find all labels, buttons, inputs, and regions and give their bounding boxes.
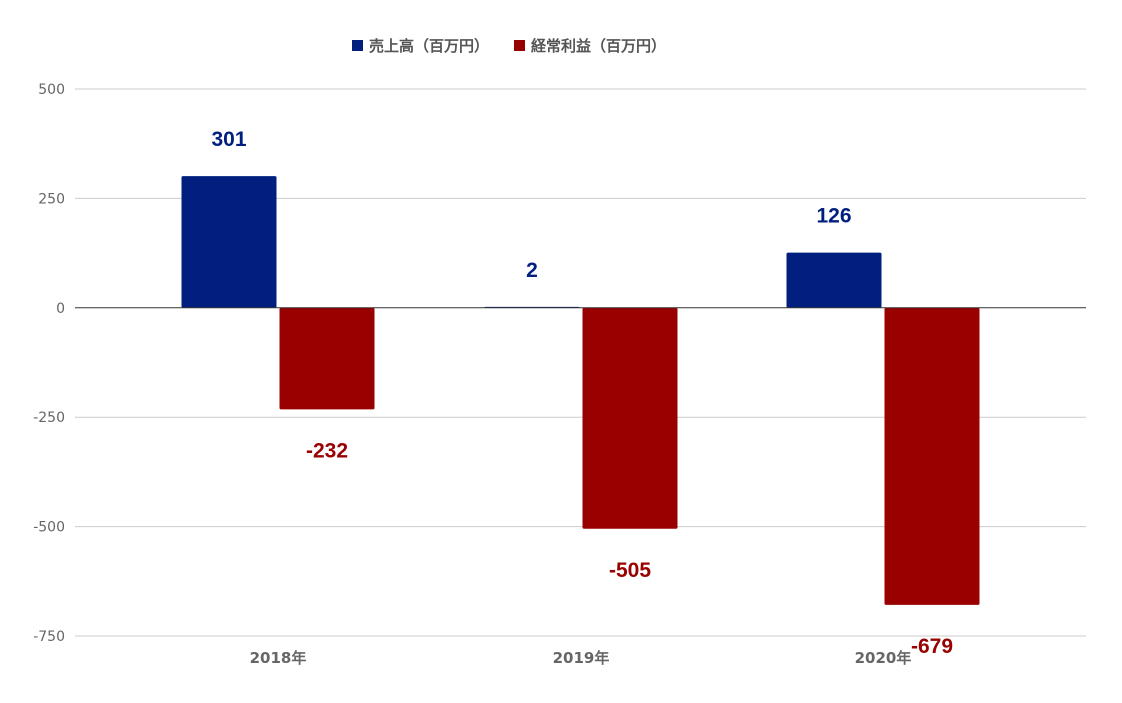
x-category-label: 2020年: [855, 649, 912, 667]
legend-label-sales: 売上高（百万円）: [369, 37, 489, 55]
bars: [181, 176, 980, 605]
bar-ordinary-profit: [582, 307, 678, 529]
data-label: 301: [211, 128, 246, 151]
data-label: -679: [911, 635, 953, 658]
y-tick-label: -750: [33, 629, 65, 645]
legend-swatch-ordinary-profit: [514, 40, 525, 51]
data-label: -505: [609, 559, 651, 582]
y-tick-label: 500: [38, 82, 65, 98]
legend-swatch-sales: [352, 40, 363, 51]
bar-sales: [786, 252, 882, 308]
y-axis-labels: 500 250 0 -250 -500 -750: [33, 82, 65, 645]
bar-sales: [181, 176, 277, 308]
y-tick-label: 0: [56, 301, 65, 317]
data-label: 126: [816, 205, 851, 228]
data-labels: 301 -232 2 -505 126 -679: [211, 128, 953, 658]
data-label: -232: [306, 439, 348, 462]
y-tick-label: -500: [33, 520, 65, 536]
x-category-label: 2018年: [250, 649, 307, 667]
legend-label-ordinary-profit: 経常利益（百万円）: [531, 37, 666, 55]
data-label: 2: [526, 259, 538, 282]
y-tick-label: 250: [38, 191, 65, 207]
bar-ordinary-profit: [884, 307, 980, 605]
x-axis-labels: 2018年 2019年 2020年: [250, 649, 912, 667]
legend: 売上高（百万円） 経常利益（百万円）: [352, 37, 666, 55]
bar-ordinary-profit: [279, 307, 375, 410]
y-tick-label: -250: [33, 410, 65, 426]
x-category-label: 2019年: [553, 649, 610, 667]
